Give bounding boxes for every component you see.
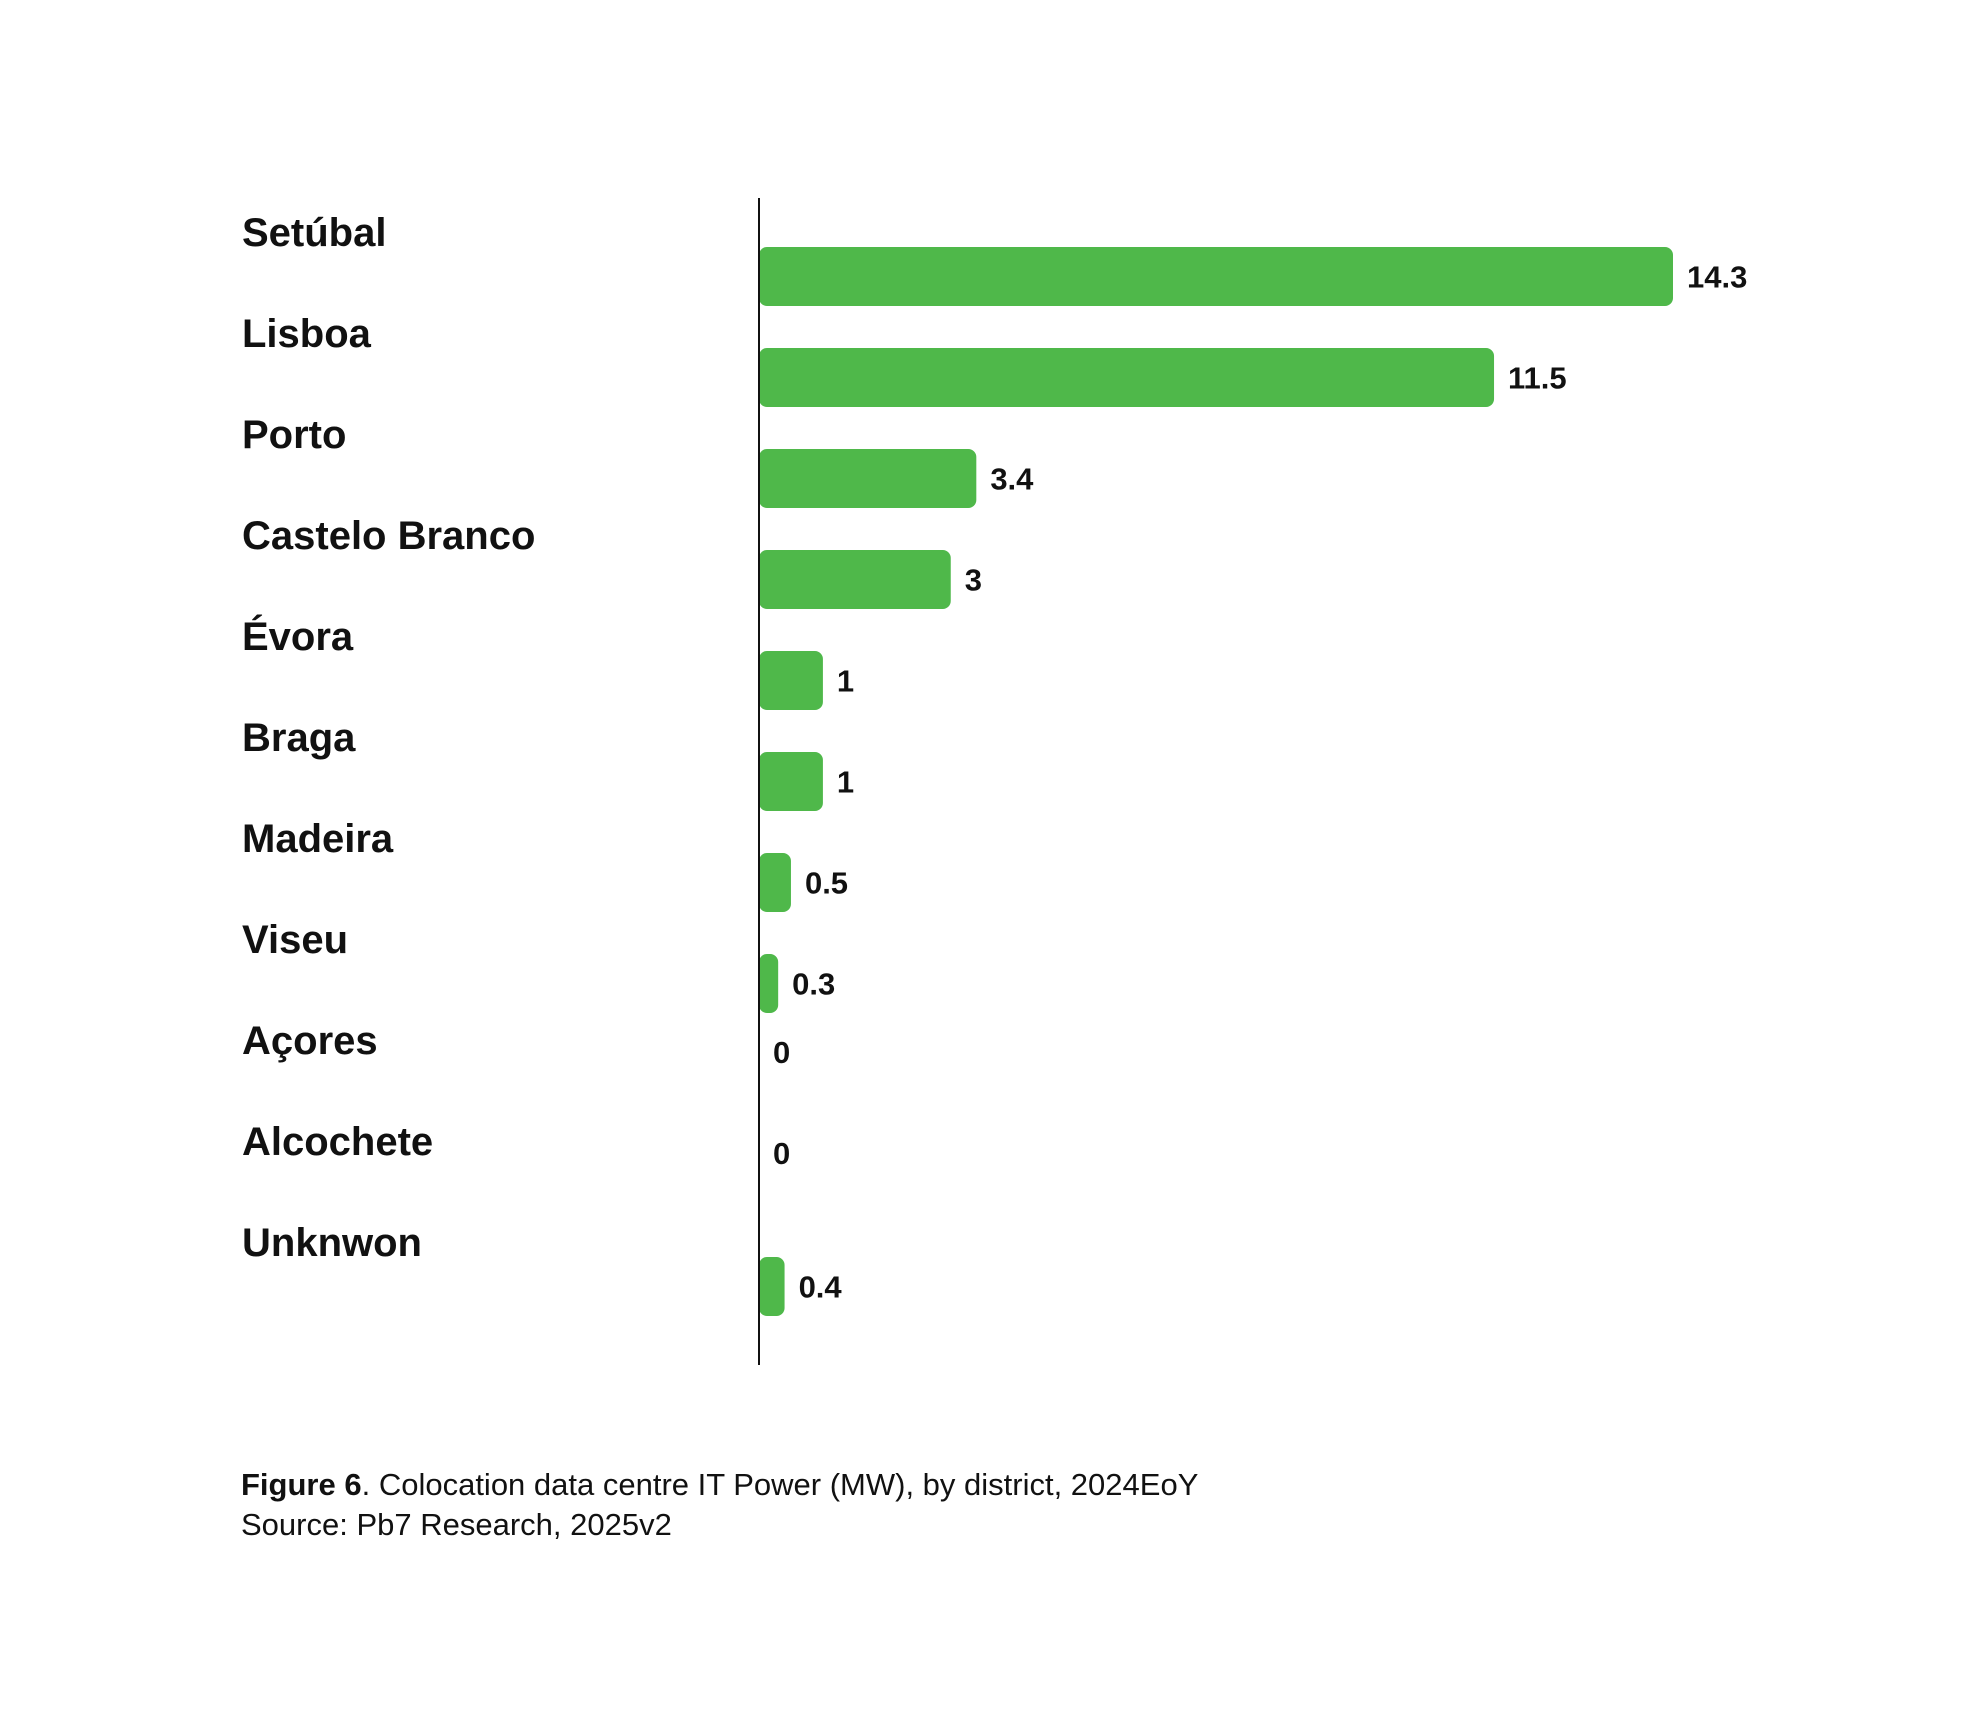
category-label: Porto [242,413,346,457]
category-label: Açores [242,1019,378,1063]
category-labels: Setúbal Lisboa Porto Castelo Branco Évora Bra… [242,211,535,1265]
value-label: 11.5 [1508,361,1567,396]
figure-source: Source: Pb7 Research, 2025v2 [241,1507,672,1542]
figure-caption: Figure 6. Colocation data centre IT Powe… [241,1465,1198,1545]
value-label: 1 [837,664,854,699]
category-label: Unknwon [242,1221,422,1265]
value-label: 0.5 [805,866,848,901]
value-label: 0.4 [799,1270,843,1305]
figure-label: Figure 6 [241,1467,362,1502]
value-label: 0 [773,1035,790,1070]
value-label: 0 [773,1136,790,1171]
caption-title-line: Figure 6. Colocation data centre IT Powe… [241,1465,1198,1505]
bar [759,449,977,508]
category-label: Lisboa [242,312,372,356]
category-label: Évora [242,614,354,659]
bar [759,247,1673,306]
bar-chart: Setúbal Lisboa Porto Castelo Branco Évora Bra… [242,198,1747,1365]
value-label: 3.4 [990,462,1034,497]
bar [759,348,1495,407]
category-label: Braga [242,716,356,760]
value-label: 1 [837,765,854,800]
category-label: Viseu [242,918,348,962]
bar [759,752,823,811]
category-label: Alcochete [242,1120,433,1164]
bar [759,1257,785,1316]
bars [759,247,1673,1316]
value-label: 0.3 [792,967,835,1002]
bar [759,954,779,1013]
value-label: 14.3 [1687,260,1747,295]
bar [759,853,791,912]
figure-title: . Colocation data centre IT Power (MW), … [361,1467,1199,1502]
bar [759,550,951,609]
value-label: 3 [965,563,982,598]
category-label: Setúbal [242,211,386,255]
category-label: Castelo Branco [242,514,535,558]
bar [759,651,823,710]
category-label: Madeira [242,817,394,861]
